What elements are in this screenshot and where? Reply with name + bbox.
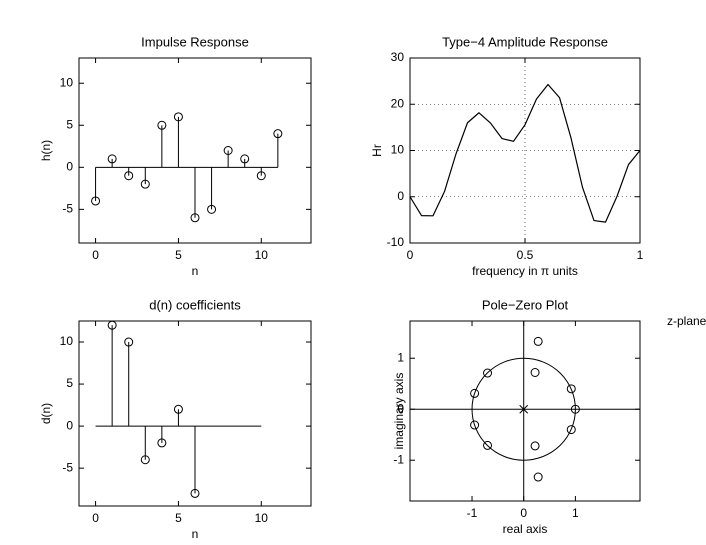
y-tick-label: 0 bbox=[397, 189, 404, 203]
stem-marker bbox=[223, 146, 233, 155]
x-axis-label: real axis bbox=[503, 522, 548, 536]
y-tick-label: 10 bbox=[60, 334, 74, 348]
zero-marker bbox=[533, 336, 543, 346]
stem-marker bbox=[157, 120, 167, 130]
stem-marker bbox=[124, 171, 134, 181]
y-axis-label: d(n) bbox=[39, 403, 53, 424]
subplot-title: Impulse Response bbox=[141, 34, 249, 49]
axes-box bbox=[409, 320, 641, 502]
x-tick-label: 10 bbox=[255, 248, 269, 262]
y-tick-label: -1 bbox=[393, 452, 404, 466]
zero-marker bbox=[530, 441, 540, 451]
y-axis-label: Hr bbox=[370, 144, 384, 157]
y-tick-label: 30 bbox=[391, 50, 405, 64]
y-tick-label: 5 bbox=[66, 117, 73, 131]
zero-marker bbox=[483, 368, 493, 378]
stem-marker bbox=[256, 171, 266, 181]
y-tick-label: 10 bbox=[391, 143, 405, 157]
x-axis-label: frequency in π units bbox=[472, 264, 578, 278]
axes-box bbox=[78, 320, 312, 507]
y-axis-label: h(n) bbox=[39, 140, 53, 161]
stem-marker bbox=[273, 129, 283, 139]
zero-marker bbox=[470, 420, 480, 430]
axes-box bbox=[78, 57, 312, 244]
x-tick-label: 0 bbox=[92, 511, 99, 525]
subplot-title: d(n) coefficients bbox=[149, 297, 241, 312]
zero-marker bbox=[566, 425, 576, 435]
x-tick-label: 1 bbox=[637, 248, 644, 262]
y-tick-label: -5 bbox=[62, 460, 73, 474]
x-axis-label: n bbox=[192, 264, 199, 278]
zero-marker bbox=[530, 368, 540, 378]
y-tick-label: -5 bbox=[62, 202, 73, 216]
y-tick-label: 0 bbox=[66, 418, 73, 432]
zero-marker bbox=[566, 384, 576, 394]
x-tick-label: 5 bbox=[175, 248, 182, 262]
stem-marker bbox=[173, 112, 183, 122]
stem-marker bbox=[207, 204, 217, 214]
y-axis-label: imaginary axis bbox=[392, 373, 406, 450]
stem-marker bbox=[107, 320, 117, 330]
x-tick-label: 0 bbox=[92, 248, 99, 262]
y-tick-label: 10 bbox=[60, 75, 74, 89]
subplot-title: Pole−Zero Plot bbox=[482, 297, 569, 312]
zero-marker bbox=[570, 404, 580, 414]
zero-marker bbox=[470, 388, 480, 398]
stem-marker bbox=[124, 337, 134, 347]
stem-marker bbox=[91, 196, 101, 206]
x-axis-label: n bbox=[192, 527, 199, 541]
stem-marker bbox=[107, 154, 117, 164]
y-tick-label: 20 bbox=[391, 96, 405, 110]
x-tick-label: -1 bbox=[467, 506, 478, 520]
y-tick-label: 0 bbox=[66, 159, 73, 173]
unit-circle bbox=[471, 357, 576, 461]
stem-marker bbox=[157, 438, 167, 448]
zero-marker bbox=[533, 472, 543, 482]
x-tick-label: 5 bbox=[175, 511, 182, 525]
stem-marker bbox=[240, 154, 250, 164]
stem-marker bbox=[173, 404, 183, 414]
stem-marker bbox=[140, 179, 150, 189]
y-tick-label: 0 bbox=[397, 401, 404, 415]
y-tick-label: -10 bbox=[387, 235, 405, 249]
stem-marker bbox=[190, 213, 200, 223]
stem-marker bbox=[140, 455, 150, 465]
x-tick-label: 0 bbox=[520, 506, 527, 520]
response-line bbox=[409, 83, 641, 223]
zero-marker bbox=[483, 440, 493, 450]
x-tick-label: 1 bbox=[572, 506, 579, 520]
y-tick-label: 1 bbox=[397, 350, 404, 364]
pole-marker bbox=[519, 404, 529, 414]
x-tick-label: 0.5 bbox=[517, 248, 534, 262]
stem-marker bbox=[190, 488, 200, 498]
x-tick-label: 10 bbox=[255, 511, 269, 525]
x-tick-label: 0 bbox=[407, 248, 414, 262]
y-tick-label: 5 bbox=[66, 376, 73, 390]
subplot-title: Type−4 Amplitude Response bbox=[442, 34, 608, 49]
annotation: z-plane bbox=[667, 314, 706, 328]
